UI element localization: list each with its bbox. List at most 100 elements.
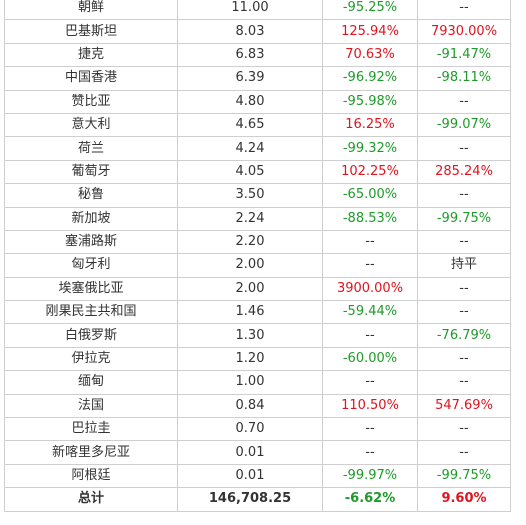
change1-cell: -95.25%: [322, 0, 418, 21]
table-row: 匈牙利 2.00 -- 持平: [4, 253, 511, 278]
table-row: 意大利 4.65 16.25% -99.07%: [4, 112, 511, 138]
change2-cell: --: [417, 229, 511, 255]
change2-cell: --: [417, 89, 511, 114]
country-cell: 荷兰: [4, 136, 178, 161]
value-cell: 2.00: [177, 276, 323, 302]
table-row: 塞浦路斯 2.20 -- --: [4, 229, 511, 255]
table-body: 朝鲜 11.00 -95.25% -- 巴基斯坦 8.03 125.94% 7930.00% 捷…: [4, 0, 511, 512]
data-table-container: 朝鲜 11.00 -95.25% -- 巴基斯坦 8.03 125.94% 7930.00% 捷…: [4, 0, 511, 512]
change1-cell: 110.50%: [322, 393, 418, 419]
table-row: 阿根廷 0.01 -99.97% -99.75%: [4, 463, 511, 489]
value-cell: 2.20: [177, 229, 323, 255]
change1-cell: -96.92%: [322, 66, 418, 91]
table-row: 伊拉克 1.20 -60.00% --: [4, 346, 511, 372]
change2-cell: 持平: [417, 253, 511, 278]
table-row: 赞比亚 4.80 -95.98% --: [4, 89, 511, 114]
change1-cell: 16.25%: [322, 112, 418, 138]
table-row: 巴拉圭 0.70 -- --: [4, 417, 511, 442]
change1-cell: -88.53%: [322, 206, 418, 231]
total-change1-cell: -6.62%: [322, 487, 418, 512]
table-row: 荷兰 4.24 -99.32% --: [4, 136, 511, 161]
change2-cell: 285.24%: [417, 159, 511, 185]
change1-cell: -59.44%: [322, 300, 418, 325]
change2-cell: -91.47%: [417, 42, 511, 68]
value-cell: 6.83: [177, 42, 323, 68]
country-cell: 埃塞俄比亚: [4, 276, 178, 302]
country-cell: 刚果民主共和国: [4, 300, 178, 325]
value-cell: 4.65: [177, 112, 323, 138]
table-row: 新喀里多尼亚 0.01 -- --: [4, 440, 511, 465]
change1-cell: -99.97%: [322, 463, 418, 489]
value-cell: 1.20: [177, 346, 323, 372]
country-cell: 白俄罗斯: [4, 323, 178, 348]
change1-cell: -95.98%: [322, 89, 418, 114]
value-cell: 11.00: [177, 0, 323, 21]
value-cell: 1.30: [177, 323, 323, 348]
change1-cell: --: [322, 253, 418, 278]
value-cell: 1.46: [177, 300, 323, 325]
change1-cell: --: [322, 440, 418, 465]
change1-cell: --: [322, 370, 418, 395]
table-row: 刚果民主共和国 1.46 -59.44% --: [4, 300, 511, 325]
value-cell: 0.01: [177, 463, 323, 489]
value-cell: 4.05: [177, 159, 323, 185]
change2-cell: --: [417, 370, 511, 395]
value-cell: 6.39: [177, 66, 323, 91]
total-row: 总计 146,708.25 -6.62% 9.60%: [4, 487, 511, 512]
table-row: 朝鲜 11.00 -95.25% --: [4, 0, 511, 21]
country-cell: 秘鲁: [4, 183, 178, 208]
change2-cell: -99.75%: [417, 206, 511, 231]
country-cell: 意大利: [4, 112, 178, 138]
value-cell: 1.00: [177, 370, 323, 395]
country-value-table: 朝鲜 11.00 -95.25% -- 巴基斯坦 8.03 125.94% 7930.00% 捷…: [4, 0, 511, 512]
change1-cell: --: [322, 417, 418, 442]
country-cell: 伊拉克: [4, 346, 178, 372]
country-cell: 朝鲜: [4, 0, 178, 21]
change2-cell: --: [417, 300, 511, 325]
change1-cell: 3900.00%: [322, 276, 418, 302]
change2-cell: -76.79%: [417, 323, 511, 348]
change2-cell: -98.11%: [417, 66, 511, 91]
value-cell: 0.70: [177, 417, 323, 442]
table-row: 缅甸 1.00 -- --: [4, 370, 511, 395]
value-cell: 2.00: [177, 253, 323, 278]
value-cell: 8.03: [177, 19, 323, 44]
table-row: 埃塞俄比亚 2.00 3900.00% --: [4, 276, 511, 302]
change2-cell: --: [417, 0, 511, 21]
total-label-cell: 总计: [4, 487, 178, 512]
change2-cell: --: [417, 276, 511, 302]
total-change2-cell: 9.60%: [417, 487, 511, 512]
country-cell: 塞浦路斯: [4, 229, 178, 255]
table-row: 捷克 6.83 70.63% -91.47%: [4, 42, 511, 68]
country-cell: 赞比亚: [4, 89, 178, 114]
country-cell: 捷克: [4, 42, 178, 68]
country-cell: 阿根廷: [4, 463, 178, 489]
country-cell: 葡萄牙: [4, 159, 178, 185]
change1-cell: -65.00%: [322, 183, 418, 208]
table-row: 巴基斯坦 8.03 125.94% 7930.00%: [4, 19, 511, 44]
country-cell: 法国: [4, 393, 178, 419]
total-value-cell: 146,708.25: [177, 487, 323, 512]
change2-cell: -99.07%: [417, 112, 511, 138]
value-cell: 0.84: [177, 393, 323, 419]
change2-cell: --: [417, 136, 511, 161]
change2-cell: 7930.00%: [417, 19, 511, 44]
country-cell: 新加坡: [4, 206, 178, 231]
change1-cell: --: [322, 229, 418, 255]
table-row: 葡萄牙 4.05 102.25% 285.24%: [4, 159, 511, 185]
change1-cell: --: [322, 323, 418, 348]
value-cell: 0.01: [177, 440, 323, 465]
change1-cell: 70.63%: [322, 42, 418, 68]
table-row: 秘鲁 3.50 -65.00% --: [4, 183, 511, 208]
change2-cell: --: [417, 440, 511, 465]
country-cell: 新喀里多尼亚: [4, 440, 178, 465]
table-row: 中国香港 6.39 -96.92% -98.11%: [4, 66, 511, 91]
country-cell: 巴拉圭: [4, 417, 178, 442]
change1-cell: -99.32%: [322, 136, 418, 161]
table-row: 法国 0.84 110.50% 547.69%: [4, 393, 511, 419]
value-cell: 2.24: [177, 206, 323, 231]
change2-cell: --: [417, 346, 511, 372]
change2-cell: -99.75%: [417, 463, 511, 489]
country-cell: 匈牙利: [4, 253, 178, 278]
country-cell: 巴基斯坦: [4, 19, 178, 44]
